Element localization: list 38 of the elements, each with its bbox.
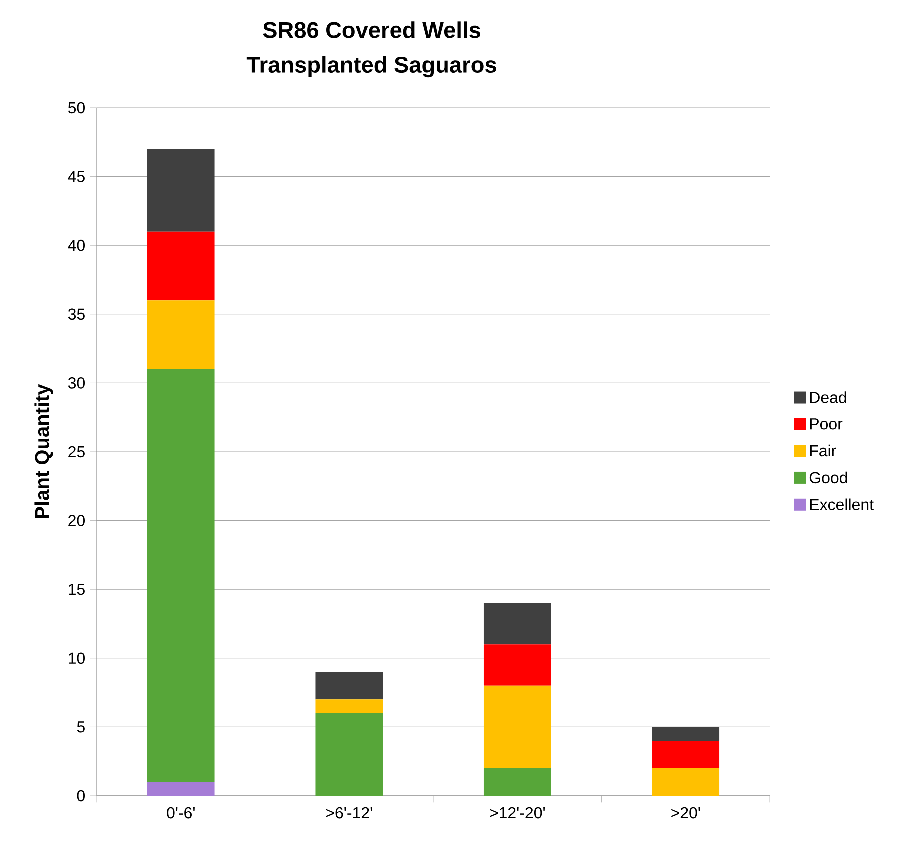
y-tick-label: 35: [68, 308, 85, 320]
chart-subtitle: Transplanted Saguaros: [246, 56, 496, 78]
legend-label: Dead: [810, 392, 846, 404]
x-tick-label: >20': [672, 807, 700, 819]
y-tick-label: 0: [77, 790, 86, 802]
y-tick-label: 25: [68, 446, 85, 458]
x-tick-label: 0'-6': [167, 807, 195, 819]
y-axis-title: Plant Quantity: [34, 384, 54, 518]
bar: [316, 713, 384, 796]
bar: [652, 768, 720, 796]
x-tick-label: >6'-12': [326, 807, 372, 819]
bar: [484, 603, 552, 645]
y-tick-label: 50: [68, 102, 85, 114]
bar: [147, 149, 215, 232]
bar: [484, 644, 552, 686]
x-tick-label: >12'-20': [490, 807, 546, 819]
bar: [484, 686, 552, 768]
y-tick-label: 15: [69, 584, 85, 596]
bar: [316, 700, 384, 714]
legend-label: Excellent: [810, 498, 874, 510]
legend-label: Poor: [810, 418, 843, 430]
legend-label: Good: [810, 472, 848, 484]
legend-label: Fair: [810, 444, 836, 457]
bar: [652, 727, 720, 741]
y-tick-label: 20: [68, 515, 85, 526]
chart-title: SR86 Covered Wells: [263, 22, 480, 38]
bar: [147, 232, 215, 301]
bar: [316, 672, 384, 700]
bar: [147, 300, 215, 370]
y-tick-label: 5: [77, 722, 85, 733]
y-tick-label: 45: [68, 171, 85, 182]
bar: [484, 768, 552, 796]
y-tick-label: 10: [69, 652, 85, 664]
y-tick-label: 40: [68, 240, 85, 252]
bar: [147, 369, 215, 782]
bar: [147, 782, 215, 796]
bar: [652, 740, 720, 768]
y-tick-label: 30: [68, 378, 85, 389]
